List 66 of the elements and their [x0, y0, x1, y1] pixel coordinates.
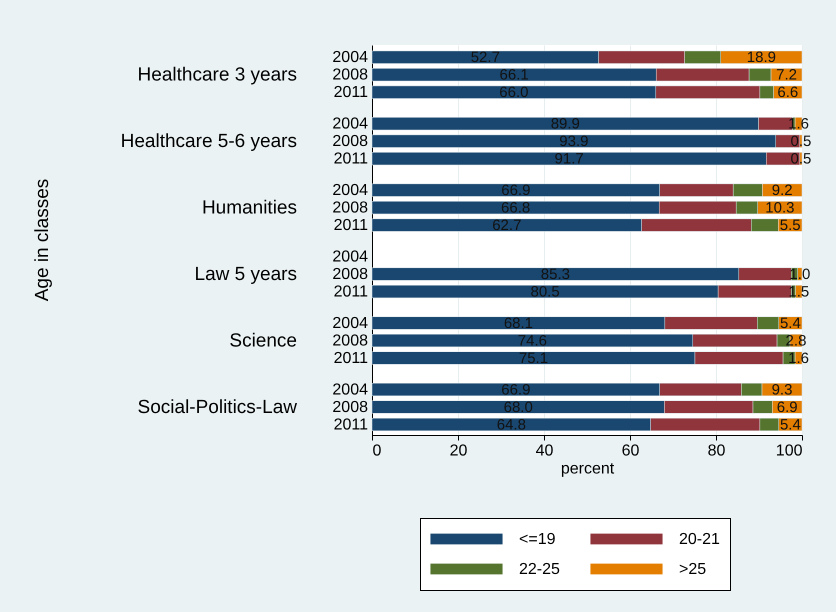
y-tick-label: 2008: [332, 66, 368, 84]
x-tick-label: 0: [372, 442, 382, 460]
y-tick-label: 2011: [334, 150, 368, 168]
x-axis-title: percent: [560, 460, 615, 478]
y-tick-label: 2004: [332, 248, 368, 266]
data-label: 1.5: [788, 284, 810, 301]
text: Science: [229, 330, 297, 352]
data-label: 68.0: [504, 399, 533, 416]
data-label: 1.0: [789, 266, 810, 284]
text: Humanities: [202, 198, 297, 219]
data-label: 89.9: [550, 116, 580, 133]
x-tick-label: 60: [622, 442, 640, 460]
y-tick-label: 2008: [332, 200, 368, 217]
data-label: 5.4: [780, 416, 801, 434]
y-tick-label: 2004: [332, 382, 368, 399]
data-label: 66.8: [501, 200, 530, 217]
data-label: 9.3: [772, 382, 792, 399]
y-tick-label: 2008: [332, 332, 368, 350]
text: Healthcare 3 years: [138, 64, 297, 86]
data-label: 5.5: [780, 217, 801, 234]
data-label: 64.8: [496, 416, 526, 434]
data-label: 66.1: [500, 66, 529, 84]
data-label: 5.4: [780, 315, 801, 332]
data-label: 10.3: [765, 200, 794, 217]
y-tick-label: 2008: [332, 266, 368, 284]
y-tick-label: 2004: [332, 49, 368, 66]
data-label: 1.6: [788, 350, 809, 368]
x-tick-label: 20: [450, 442, 468, 460]
data-label: 7.2: [776, 66, 797, 84]
y-tick-label: 2011: [334, 84, 368, 102]
y-tick-label: 2004: [332, 182, 368, 200]
data-label: 68.1: [504, 315, 534, 332]
text: Healthcare 5-6 years: [120, 131, 297, 152]
data-label: 66.9: [501, 382, 530, 399]
legend-label: 20-21: [679, 531, 720, 548]
text: Law 5 years: [194, 264, 297, 286]
data-label: 6.6: [777, 84, 798, 102]
text: Social-Politics-Law: [138, 397, 298, 418]
y-tick-label: 2011: [334, 416, 368, 434]
data-label: 6.9: [776, 399, 798, 416]
data-label: 85.3: [540, 266, 570, 284]
y-tick-label: 2011: [334, 284, 368, 301]
y-tick-label: 2011: [334, 350, 368, 368]
y-tick-label: 2011: [334, 217, 368, 234]
y-tick-label: 2004: [332, 116, 368, 133]
y-tick-label: 2004: [332, 315, 368, 332]
data-label: 62.7: [492, 217, 522, 234]
legend-label: <=19: [519, 531, 556, 548]
text: Age in classes: [32, 178, 53, 302]
data-label: 75.1: [518, 350, 548, 368]
legend-label: 22-25: [519, 561, 560, 578]
legend-label: >25: [679, 561, 706, 578]
data-label: 66.9: [501, 182, 530, 200]
data-label: 52.7: [470, 49, 500, 66]
data-label: 74.6: [518, 332, 547, 350]
data-label: 66.0: [499, 84, 528, 102]
data-label: 80.5: [530, 284, 560, 301]
x-tick-label: 80: [708, 442, 726, 460]
data-label: 18.9: [746, 49, 776, 66]
x-tick-label: 40: [536, 442, 554, 460]
data-label: 93.9: [559, 133, 588, 150]
x-tick-label: 100: [776, 442, 803, 460]
y-tick-label: 2008: [332, 399, 368, 416]
data-label: 91.7: [554, 150, 584, 168]
data-label: 9.2: [772, 182, 793, 200]
y-tick-label: 2008: [332, 133, 368, 150]
